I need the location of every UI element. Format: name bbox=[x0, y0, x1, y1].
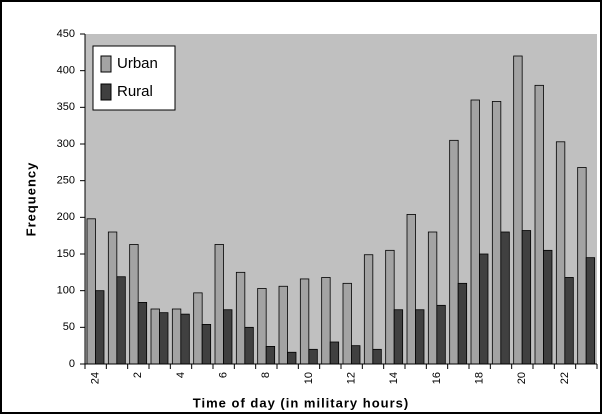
bar bbox=[521, 230, 532, 365]
x-tick-label: 16 bbox=[431, 372, 443, 384]
bar bbox=[385, 249, 395, 365]
bar bbox=[193, 292, 203, 365]
bar bbox=[585, 257, 596, 365]
bar bbox=[415, 309, 425, 365]
y-tick-label: 200 bbox=[57, 211, 75, 223]
bar bbox=[129, 244, 139, 365]
bar bbox=[308, 348, 318, 365]
bar bbox=[491, 101, 502, 365]
x-tick-label: 8 bbox=[260, 372, 272, 378]
bar bbox=[180, 313, 190, 365]
bar bbox=[299, 278, 310, 365]
bar bbox=[107, 231, 118, 365]
x-tick-label: 10 bbox=[303, 372, 315, 384]
bar bbox=[342, 282, 352, 365]
bar bbox=[278, 285, 288, 365]
bar bbox=[150, 308, 160, 365]
bar bbox=[427, 231, 438, 365]
bar bbox=[534, 84, 544, 365]
legend-label: Urban bbox=[117, 55, 158, 72]
bar bbox=[436, 304, 446, 365]
x-axis-title: Time of day (in military hours) bbox=[193, 395, 409, 410]
bar bbox=[457, 282, 468, 365]
bar bbox=[470, 99, 480, 365]
bar bbox=[321, 277, 331, 365]
y-axis-title: Frequency bbox=[23, 162, 38, 237]
bar bbox=[214, 244, 224, 365]
x-tick-label: 22 bbox=[559, 372, 571, 384]
y-tick-label: 100 bbox=[57, 285, 75, 297]
bar bbox=[564, 277, 574, 365]
bar bbox=[555, 141, 566, 365]
y-tick-label: 150 bbox=[57, 248, 75, 260]
y-tick-label: 250 bbox=[57, 175, 75, 187]
bar bbox=[137, 301, 148, 365]
bar bbox=[351, 345, 361, 365]
x-tick-label: 20 bbox=[516, 372, 528, 384]
bar bbox=[116, 276, 126, 365]
x-tick-label: 12 bbox=[346, 372, 358, 384]
bar bbox=[406, 213, 416, 365]
bar bbox=[171, 308, 182, 365]
bar bbox=[393, 309, 404, 365]
bar bbox=[201, 323, 212, 365]
y-tick-label: 50 bbox=[63, 321, 75, 333]
y-tick-label: 350 bbox=[57, 101, 75, 113]
y-tick-label: 400 bbox=[57, 65, 75, 77]
bar bbox=[287, 351, 297, 365]
bar bbox=[265, 345, 276, 365]
bar bbox=[235, 271, 246, 365]
bar bbox=[244, 326, 254, 365]
y-tick-label: 450 bbox=[57, 28, 75, 40]
bar bbox=[372, 348, 382, 365]
x-tick-label: 4 bbox=[175, 372, 187, 378]
bar bbox=[449, 139, 459, 365]
bar bbox=[86, 218, 96, 365]
legend-label: Rural bbox=[117, 83, 153, 100]
x-tick-label: 6 bbox=[218, 372, 230, 378]
bar bbox=[543, 249, 553, 365]
y-tick-label: 0 bbox=[69, 358, 75, 370]
legend-swatch bbox=[100, 55, 112, 73]
x-tick-label: 24 bbox=[90, 372, 102, 384]
x-tick-label: 14 bbox=[388, 372, 400, 384]
x-tick-label: 18 bbox=[474, 372, 486, 384]
bar bbox=[95, 290, 105, 365]
bar bbox=[223, 309, 233, 365]
bar bbox=[363, 254, 374, 365]
legend-swatch bbox=[100, 83, 112, 101]
bar bbox=[513, 55, 523, 365]
bar bbox=[577, 167, 587, 365]
bar bbox=[159, 312, 169, 365]
bar bbox=[479, 253, 489, 365]
bar bbox=[329, 341, 340, 365]
x-tick-label: 2 bbox=[132, 372, 144, 378]
bar bbox=[257, 288, 267, 365]
bar bbox=[500, 231, 510, 365]
y-tick-label: 300 bbox=[57, 138, 75, 150]
